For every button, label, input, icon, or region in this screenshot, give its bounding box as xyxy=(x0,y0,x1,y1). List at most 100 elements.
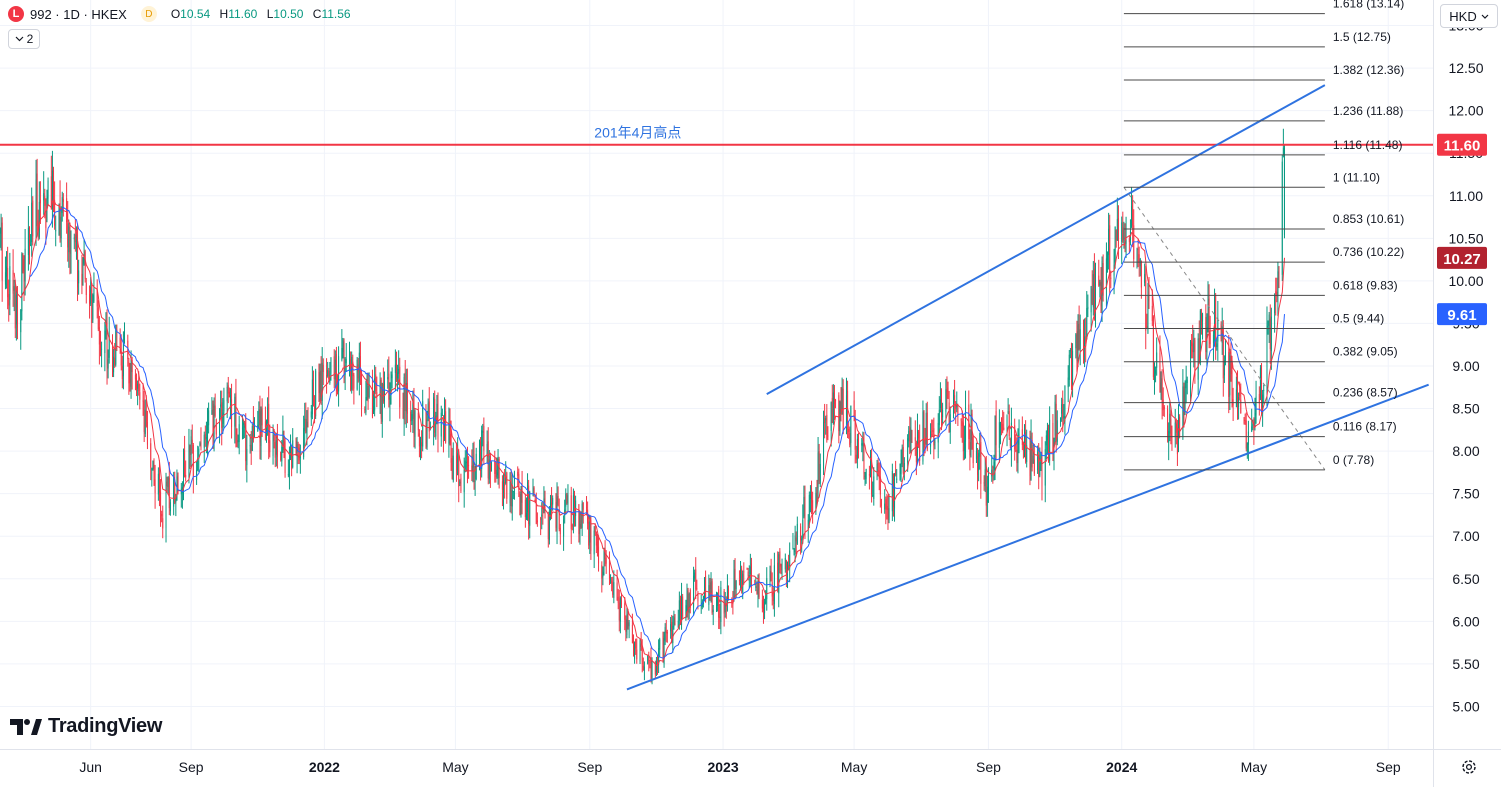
candle-body xyxy=(998,422,1000,448)
candle-body xyxy=(1222,324,1224,379)
candle-body xyxy=(525,512,527,519)
candle-body xyxy=(965,407,967,442)
candle-body xyxy=(504,481,506,487)
candle-body xyxy=(1015,450,1017,452)
candle-body xyxy=(68,226,70,253)
candle-body xyxy=(1082,327,1084,345)
candle-body xyxy=(765,596,767,604)
candle-body xyxy=(1091,288,1093,305)
candle-body xyxy=(559,527,561,535)
candle-body xyxy=(486,443,488,455)
chart-settings-button[interactable] xyxy=(1458,756,1480,778)
candle-body xyxy=(1132,200,1134,226)
candle-body xyxy=(784,558,786,570)
indicators-collapse-button[interactable]: 2 xyxy=(8,29,40,49)
candle-body xyxy=(648,657,650,661)
candle-body xyxy=(92,295,94,320)
candle-body xyxy=(488,459,490,480)
data-delay-badge[interactable]: D xyxy=(140,6,157,22)
candle-body xyxy=(895,469,897,475)
candle-body xyxy=(1178,411,1180,452)
candle-body xyxy=(803,496,805,517)
candle-body xyxy=(185,474,187,478)
candle-body xyxy=(1031,440,1033,468)
symbol-title[interactable]: 992 · 1D · HKEX xyxy=(30,6,127,22)
candle-body xyxy=(1207,299,1209,326)
candle-body xyxy=(572,495,574,523)
candle-body xyxy=(89,294,91,304)
candle-body xyxy=(327,370,329,376)
candle-body xyxy=(1137,249,1139,251)
candle-body xyxy=(549,502,551,516)
candle-body xyxy=(1030,436,1032,480)
candle-body xyxy=(864,475,866,477)
candle-body xyxy=(1102,263,1104,296)
candle-body xyxy=(879,476,881,495)
channel-lower-line xyxy=(626,383,1429,691)
candle-body xyxy=(654,662,656,675)
x-tick-label: 2023 xyxy=(707,759,738,775)
candle-body xyxy=(75,237,77,239)
candle-body xyxy=(474,480,476,482)
candle-body xyxy=(312,382,314,403)
candle-body xyxy=(886,506,888,510)
candle-body xyxy=(601,565,603,579)
candle-body xyxy=(487,441,489,479)
candle-body xyxy=(1270,316,1272,351)
candle-body xyxy=(23,273,25,282)
candle-body xyxy=(1099,282,1101,286)
candle-body xyxy=(931,434,933,436)
candle-body xyxy=(111,340,113,370)
candle-body xyxy=(1275,291,1277,295)
candle-body xyxy=(406,383,408,414)
candle-body xyxy=(613,581,615,598)
candle-body xyxy=(47,180,49,199)
candle-body xyxy=(688,593,690,613)
candle-body xyxy=(582,502,584,510)
candle-body xyxy=(50,176,52,210)
candle-body xyxy=(4,272,6,285)
candle-body xyxy=(620,600,622,606)
candle-body xyxy=(1108,228,1110,256)
candle-body xyxy=(96,289,98,307)
candle-body xyxy=(404,372,406,411)
candle-body xyxy=(58,209,60,235)
candle-body xyxy=(24,248,26,282)
candle-body xyxy=(53,170,55,205)
candle-body xyxy=(1185,379,1187,389)
candle-body xyxy=(953,394,955,415)
candle-body xyxy=(1032,455,1034,464)
candle-body xyxy=(295,443,297,454)
candle-body xyxy=(911,433,913,435)
candle-body xyxy=(924,440,926,448)
symbol-legend[interactable]: L 992 · 1D · HKEX D O10.54 H11.60 L10.50… xyxy=(8,6,351,22)
axis-price-label-bg xyxy=(1437,133,1487,156)
candle-body xyxy=(134,374,136,380)
candle-body xyxy=(283,434,285,446)
candle-body xyxy=(771,582,773,597)
candle-body xyxy=(494,458,496,474)
candle-body xyxy=(762,606,764,611)
candle-body xyxy=(681,593,683,625)
candle-body xyxy=(383,381,385,402)
candle-body xyxy=(710,582,712,590)
candle-body xyxy=(831,397,833,423)
candle-body xyxy=(13,286,15,291)
tradingview-logo[interactable]: TradingView xyxy=(10,715,162,738)
candle-body xyxy=(1229,355,1231,396)
candle-body xyxy=(649,661,651,663)
candle-body xyxy=(742,573,744,593)
candle-body xyxy=(532,487,534,492)
currency-selector[interactable]: HKD xyxy=(1440,4,1498,28)
candle-body xyxy=(1192,343,1194,353)
grid-lines xyxy=(0,0,1433,749)
candle-body xyxy=(368,385,370,398)
candle-body xyxy=(664,627,666,641)
fib-level-label: 0.5 (9.44) xyxy=(1333,312,1384,326)
candle-body xyxy=(1276,292,1278,297)
y-tick-label: 7.00 xyxy=(1452,528,1479,544)
candle-body xyxy=(21,253,23,312)
candle-body xyxy=(1076,331,1078,362)
candle-body xyxy=(1247,431,1249,445)
